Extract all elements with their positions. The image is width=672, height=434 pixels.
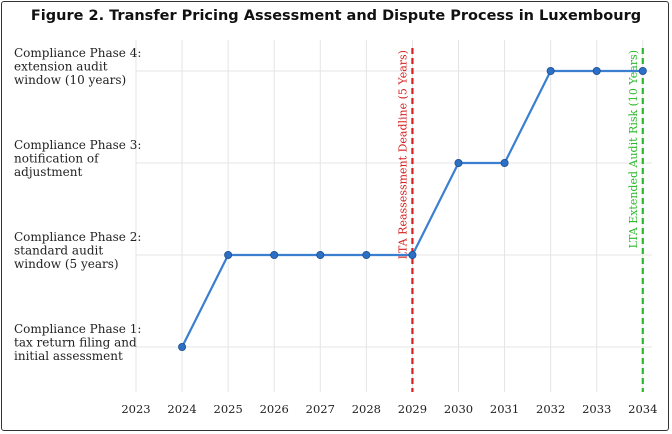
- y-tick-label-line: Compliance Phase 4:: [14, 46, 141, 60]
- y-tick-label-line: extension audit: [14, 60, 108, 74]
- x-tick-label: 2034: [628, 402, 657, 416]
- x-tick-label: 2025: [214, 402, 243, 416]
- data-point: [638, 67, 647, 76]
- data-point: [224, 250, 233, 259]
- x-tick-label: 2031: [490, 402, 519, 416]
- data-point: [362, 250, 371, 259]
- data-point: [454, 158, 463, 167]
- y-tick-label-line: standard audit: [14, 244, 103, 258]
- y-tick-label: Compliance Phase 1: tax return filing and…: [14, 322, 141, 363]
- x-tick-label: 2027: [306, 402, 335, 416]
- x-tick-label: 2032: [536, 402, 565, 416]
- y-tick-label-line: window (5 years): [14, 257, 119, 271]
- y-tick-label-line: initial assessment: [14, 349, 123, 363]
- y-tick-label: Compliance Phase 4: extension audit window…: [14, 46, 141, 87]
- x-tick-label: 2024: [167, 402, 196, 416]
- data-point: [500, 158, 509, 167]
- x-tick-label: 2033: [582, 402, 611, 416]
- y-tick-label-line: notification of: [14, 152, 100, 166]
- y-tick-label-line: Compliance Phase 1:: [14, 322, 141, 336]
- data-point: [592, 67, 601, 76]
- y-tick-label-line: Compliance Phase 2:: [14, 230, 141, 244]
- x-tick-label: 2026: [260, 402, 289, 416]
- y-tick-label-line: window (10 years): [14, 73, 126, 87]
- data-point: [178, 342, 187, 351]
- data-point: [408, 250, 417, 259]
- y-tick-label-line: tax return filing and: [14, 336, 137, 350]
- y-tick-label-line: Compliance Phase 3:: [14, 138, 141, 152]
- data-point: [270, 250, 279, 259]
- reference-line-label: LTA Extended Audit Risk (10 Years): [627, 50, 640, 248]
- data-point: [316, 250, 325, 259]
- chart-title: Figure 2. Transfer Pricing Assessment an…: [30, 8, 642, 24]
- y-tick-label: Compliance Phase 3: notification of adjust…: [14, 138, 141, 179]
- reference-line-label: LTA Reassessment Deadline (5 Years): [396, 50, 409, 259]
- y-tick-label-line: adjustment: [14, 165, 82, 179]
- y-tick-label: Compliance Phase 2: standard audit window …: [14, 230, 141, 271]
- x-tick-label: 2029: [398, 402, 427, 416]
- x-tick-label: 2030: [444, 402, 473, 416]
- x-tick-label: 2023: [121, 402, 150, 416]
- x-tick-label: 2028: [352, 402, 381, 416]
- data-point: [546, 67, 555, 76]
